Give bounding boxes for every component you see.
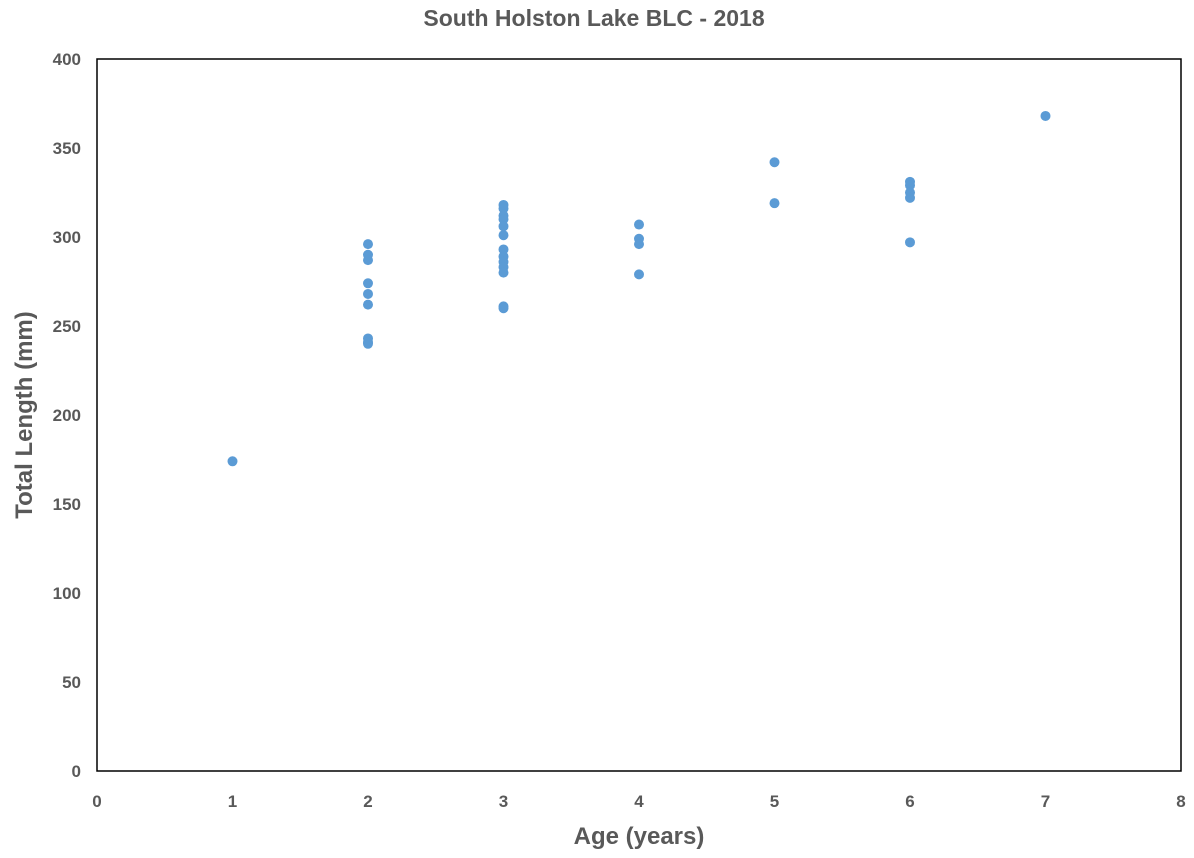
data-point	[769, 157, 780, 168]
data-point	[498, 303, 509, 314]
x-tick-label: 8	[1176, 792, 1185, 811]
data-points	[227, 110, 1051, 467]
y-tick-label: 0	[72, 762, 81, 781]
data-point	[363, 338, 373, 349]
data-point	[363, 299, 373, 310]
data-point	[498, 221, 509, 232]
data-point	[363, 255, 373, 266]
x-tick-label: 0	[92, 792, 101, 811]
x-axis: 0 1 2 3 4 5 6 7 8	[92, 792, 1185, 811]
data-point	[634, 239, 644, 250]
x-tick-label: 3	[499, 792, 508, 811]
data-point	[905, 180, 915, 191]
chart-title: South Holston Lake BLC - 2018	[423, 5, 764, 31]
x-tick-label: 1	[228, 792, 237, 811]
x-tick-label: 5	[770, 792, 779, 811]
x-tick-label: 4	[634, 792, 644, 811]
y-tick-label: 150	[53, 495, 81, 514]
data-point	[227, 456, 238, 467]
data-point	[1040, 110, 1051, 121]
data-point	[498, 244, 509, 255]
data-point	[634, 219, 644, 230]
y-tick-label: 50	[62, 673, 81, 692]
y-tick-label: 100	[53, 584, 81, 603]
x-tick-label: 6	[905, 792, 914, 811]
y-tick-label: 400	[53, 50, 81, 69]
data-point	[634, 269, 644, 280]
x-tick-label: 2	[363, 792, 372, 811]
y-tick-label: 250	[53, 317, 81, 336]
y-tick-label: 350	[53, 139, 81, 158]
y-tick-label: 200	[53, 406, 81, 425]
data-point	[498, 267, 509, 278]
data-point	[905, 192, 915, 203]
y-axis: 0 50 100 150 200 250 300 350 400	[53, 50, 81, 781]
x-tick-label: 7	[1041, 792, 1050, 811]
x-axis-title: Age (years)	[574, 823, 705, 850]
plot-area	[96, 58, 1182, 772]
data-point	[769, 198, 780, 209]
data-point	[363, 288, 373, 299]
data-point	[363, 278, 373, 289]
y-axis-title: Total Length (mm)	[11, 311, 38, 519]
data-point	[363, 239, 373, 250]
data-point	[498, 203, 509, 214]
data-point	[905, 237, 915, 248]
y-tick-label: 300	[53, 228, 81, 247]
data-point	[498, 230, 509, 241]
data-point	[498, 214, 509, 225]
